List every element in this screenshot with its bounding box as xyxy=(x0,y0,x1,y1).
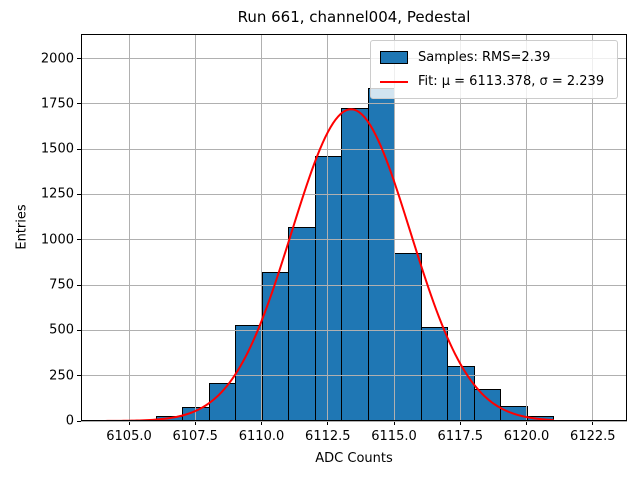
x-tick xyxy=(459,421,461,425)
gaussian-fit-path xyxy=(101,108,555,421)
grid-line-horizontal xyxy=(81,103,627,105)
x-tick-label: 6105.0 xyxy=(106,429,152,444)
x-tick xyxy=(393,421,395,425)
y-tick xyxy=(77,239,81,241)
y-tick-label: 1250 xyxy=(40,186,74,202)
y-tick-label: 2000 xyxy=(40,51,74,66)
x-tick-label: 6110.0 xyxy=(238,429,285,444)
grid-line-horizontal xyxy=(81,375,627,377)
x-tick-label: 6122.5 xyxy=(570,429,616,444)
grid-line-vertical xyxy=(194,34,196,421)
y-tick xyxy=(77,148,81,150)
y-tick-label: 250 xyxy=(49,368,74,384)
histogram-bar xyxy=(367,87,395,421)
grid-line-vertical xyxy=(327,34,329,421)
x-tick-label: 6115.0 xyxy=(371,429,417,444)
x-tick-label: 6107.5 xyxy=(172,429,218,444)
x-tick xyxy=(128,421,130,425)
y-tick-label: 500 xyxy=(49,322,74,338)
y-tick-label: 1750 xyxy=(40,96,74,112)
legend-entry-samples: Samples: RMS=2.39 xyxy=(380,50,608,65)
grid-line-vertical xyxy=(261,34,262,421)
x-tick-label: 6117.5 xyxy=(437,429,484,444)
grid-line-horizontal xyxy=(81,329,627,331)
y-tick-label: 750 xyxy=(49,277,74,293)
grid-line-vertical xyxy=(459,34,461,421)
y-tick xyxy=(77,193,81,195)
x-axis-label: ADC Counts xyxy=(315,451,393,466)
grid-line-horizontal xyxy=(81,193,627,195)
chart-title: Run 661, channel004, Pedestal xyxy=(237,8,471,26)
y-tick-label: 1500 xyxy=(40,141,74,157)
x-tick xyxy=(592,421,594,425)
y-tick-label: 1000 xyxy=(40,232,74,248)
histogram-bar xyxy=(341,108,369,421)
grid-line-horizontal xyxy=(81,148,627,150)
grid-line-vertical xyxy=(592,34,594,421)
grid-lines xyxy=(81,34,627,422)
x-tick xyxy=(327,421,329,425)
plot-area: Samples: RMS=2.39 Fit: μ = 6113.378, σ =… xyxy=(81,34,627,422)
legend: Samples: RMS=2.39 Fit: μ = 6113.378, σ =… xyxy=(370,40,618,99)
grid-line-vertical xyxy=(128,34,130,421)
grid-line-horizontal xyxy=(81,284,627,286)
y-tick xyxy=(77,284,81,286)
x-tick-label: 6112.5 xyxy=(305,429,351,444)
legend-samples-label: Samples: RMS=2.39 xyxy=(418,49,551,65)
y-tick xyxy=(77,375,81,377)
grid-line-horizontal xyxy=(81,58,627,59)
legend-entry-fit: Fit: μ = 6113.378, σ = 2.239 xyxy=(380,74,608,89)
x-tick-label: 6120.0 xyxy=(503,429,550,444)
x-tick xyxy=(261,421,262,425)
fit-line-swatch-icon xyxy=(380,80,408,83)
x-tick xyxy=(526,421,527,425)
legend-fit-label: Fit: μ = 6113.378, σ = 2.239 xyxy=(418,74,605,90)
y-tick-label: 0 xyxy=(65,413,74,429)
histogram-bars xyxy=(81,34,627,421)
grid-line-vertical xyxy=(526,34,527,421)
y-tick xyxy=(77,58,81,59)
y-tick xyxy=(77,420,81,422)
grid-line-horizontal xyxy=(81,239,627,241)
grid-line-vertical xyxy=(393,34,395,421)
x-tick xyxy=(194,421,196,425)
histogram-swatch-icon xyxy=(380,50,408,64)
fit-curve xyxy=(101,108,555,421)
y-tick xyxy=(77,103,81,105)
y-tick xyxy=(77,329,81,331)
grid-line-horizontal xyxy=(81,420,627,422)
